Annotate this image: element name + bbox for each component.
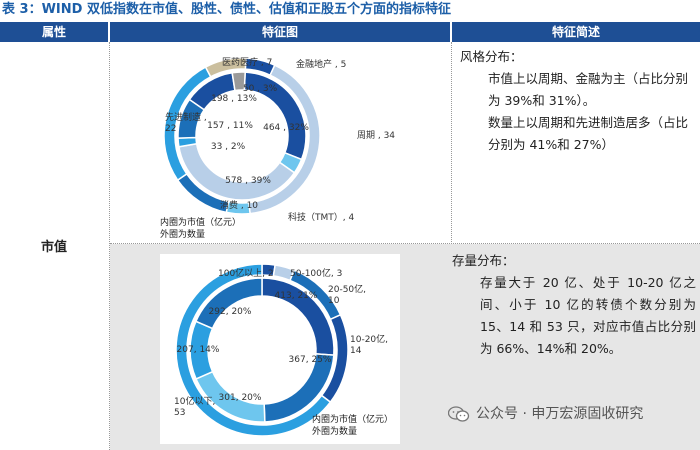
chart1-outer-label-1: 周期 , 34 (357, 130, 395, 141)
chart1-inner-slice-6 (231, 71, 246, 92)
stock-description: 存量分布： 存量大于 20 亿、处于 10-20 亿之间、小于 10 亿的转债个… (452, 250, 696, 360)
chart2-outer-label-2-line-1: 10 (328, 296, 340, 306)
chart2-inner-label-3: 207, 14% (177, 345, 220, 355)
chart2-inner-label-2: 301, 20% (219, 393, 262, 403)
chart1-inner-label-5: 198 , 13% (211, 94, 257, 104)
chart2-inner-label-1: 367, 25% (289, 355, 332, 365)
stock-heading: 存量分布： (452, 253, 515, 268)
divider-left (109, 42, 110, 450)
chart1-inner-label-3: 33 , 2% (211, 142, 246, 152)
chart2-outer-label-4-line-1: 53 (174, 408, 185, 418)
chart2-note-inner: 内圈为市值（亿元） (312, 413, 393, 425)
style-line1: 市值上以周期、金融为主（占比分别为 39%和 31%）。 (488, 71, 689, 108)
chart1-outer-slice-5 (204, 57, 247, 78)
chart2-inner-label-4: 292, 20% (209, 307, 252, 317)
chart2-outer-label-0: 100亿以上, 2 (218, 267, 274, 279)
chart1-note-inner: 内圈为市值（亿元） (160, 216, 241, 228)
stock-body: 存量大于 20 亿、处于 10-20 亿之间、小于 10 亿的转债个数分别为 1… (480, 275, 696, 356)
row-label-market-cap: 市值 (40, 240, 67, 255)
style-line2: 数量上以周期和先进制造居多（占比分别为 41%和 27%） (488, 115, 689, 152)
watermark-text: 公众号 · 申万宏源固收研究 (476, 406, 644, 422)
chart2-outer-label-3-line-1: 14 (350, 346, 362, 356)
divider-mid (110, 243, 700, 244)
header-attr: 属性 (0, 22, 108, 42)
style-description: 风格分布： 市值上以周期、金融为主（占比分别为 39%和 31%）。 数量上以周… (460, 46, 694, 156)
wechat-icon (448, 406, 470, 422)
table-title: 表 3：WIND 双低指数在市值、股性、债性、估值和正股五个方面的指标特征 (2, 2, 451, 17)
header-desc: 特征简述 (452, 22, 700, 42)
chart1-inner-label-6: 50 , 3% (243, 84, 278, 94)
header-chart: 特征图 (110, 22, 450, 42)
chart1-inner-label-4: 157 , 11% (207, 121, 253, 131)
chart1-outer-label-4-line-0: 先进制造 , (165, 111, 207, 123)
divider-right (451, 42, 452, 244)
chart2-outer-label-1: 50-100亿, 3 (290, 267, 342, 279)
chart2-inner-label-0: 413, 21% (275, 291, 318, 301)
watermark: 公众号 · 申万宏源固收研究 (448, 403, 643, 423)
chart2-outer-label-2-line-0: 20-50亿, (328, 283, 366, 295)
chart1-outer-label-0: 金融地产 , 5 (296, 58, 346, 70)
chart-stock-distribution: 413, 21% 367, 25% 301, 20% 207, 14% 292, 20%… (174, 263, 393, 437)
chart2-outer-label-3-line-0: 10-20亿, (350, 333, 388, 345)
chart2-note-outer: 外圈为数量 (312, 425, 357, 437)
chart2-outer-label-4-line-0: 10亿以下, (174, 395, 215, 407)
chart2-outer-slice-4 (175, 263, 332, 437)
chart-style-distribution: 464 , 32% 578 , 39% 33 , 2% 157 , 11% 198 , … (160, 56, 395, 240)
chart1-inner-label-2: 578 , 39% (225, 176, 271, 186)
chart1-outer-label-5: 医药医疗 , 7 (222, 56, 272, 68)
chart1-note-outer: 外圈为数量 (160, 228, 205, 240)
chart1-inner-label-0: 464 , 32% (263, 123, 309, 133)
style-heading: 风格分布： (460, 49, 523, 64)
chart2-inner-slice-4 (194, 277, 263, 330)
chart1-outer-label-2: 科技（TMT）, 4 (288, 211, 354, 223)
chart1-outer-label-4-line-1: 22 (165, 124, 176, 134)
chart1-outer-label-3: 消费 , 10 (220, 199, 258, 211)
